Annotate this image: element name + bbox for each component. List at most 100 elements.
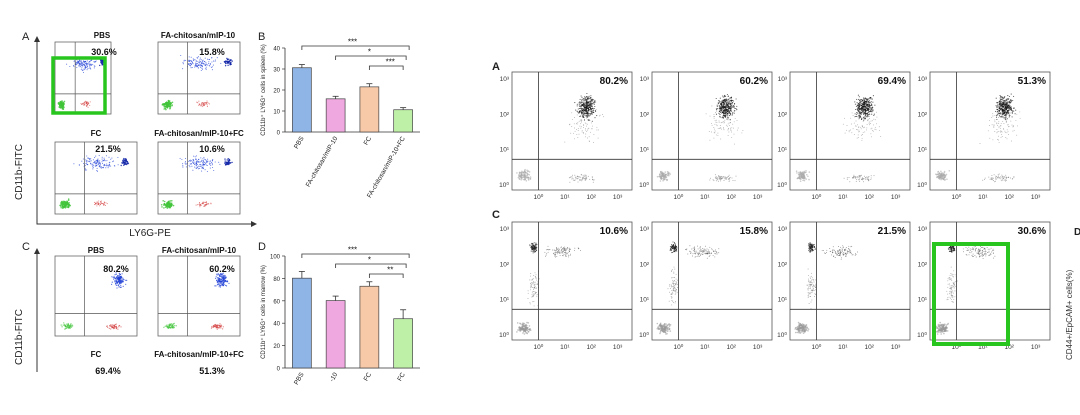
x-tick-label: 10² <box>864 344 874 351</box>
x-tick-label: 10¹ <box>560 194 570 201</box>
green-population <box>58 100 66 110</box>
y-tick-label: 10¹ <box>918 297 928 304</box>
bar <box>394 319 413 368</box>
y-tick-label: 10⁰ <box>777 331 787 339</box>
plot-frame <box>652 222 772 340</box>
y-tick-label: 10² <box>918 111 928 118</box>
panel-c-letter: C <box>22 241 30 253</box>
panel-a-letter: A <box>22 31 30 43</box>
significance-marker: *** <box>386 58 395 67</box>
y-tick-label: 10⁰ <box>917 331 927 339</box>
x-tick-label: 10⁰ <box>533 193 543 201</box>
green-population <box>162 100 174 111</box>
bar-y-axis-label: CD11b⁺ LY6G⁺ cells in spleen (%) <box>260 44 267 135</box>
panel-a-plot-title-pbs: PBS <box>94 31 111 40</box>
bar-y-axis-label: CD11b⁺ LY6G⁺ cells in marrow (%) <box>260 265 267 359</box>
bar-y-tick-label: 60 <box>273 299 280 305</box>
x-tick-label: 10⁰ <box>811 193 821 201</box>
x-tick-label: 10¹ <box>838 194 848 201</box>
x-tick-label: 10⁰ <box>811 343 821 351</box>
x-tick-label: 10¹ <box>700 194 710 201</box>
panel-c-plot-title-mip10-fc: FA-chitosan/mIP-10+FC <box>154 350 244 359</box>
panel-a-plot-pbs: PBS 30.6% <box>53 31 117 114</box>
y-tick-label: 10¹ <box>640 297 650 304</box>
y-tick-label: 10³ <box>918 226 928 233</box>
panel-c-percent-mip10: 60.2% <box>209 264 235 274</box>
y-tick-label: 10² <box>778 111 788 118</box>
x-tick-label: 10¹ <box>700 344 710 351</box>
bar <box>292 278 311 368</box>
quadrant-percent: 80.2% <box>600 76 628 87</box>
x-tick-label: 10² <box>1004 194 1014 201</box>
y-tick-label: 10³ <box>640 226 650 233</box>
y-tick-label: 10⁰ <box>917 181 927 189</box>
panel-a-plot-fc: FC 21.5% <box>55 129 137 214</box>
panel-c-percent-pbs: 80.2% <box>103 264 129 274</box>
panel-a-plot-title-mip10-fc: FA-chitosan/mIP-10+FC <box>154 129 244 138</box>
y-tick-label: 10¹ <box>778 297 788 304</box>
y-tick-label: 10⁰ <box>639 331 649 339</box>
panel-a-plot-title-mip10: FA-chitosan/mIP-10 <box>161 31 236 40</box>
y-tick-label: 10¹ <box>640 147 650 154</box>
bar-y-tick-label: 40 <box>273 47 280 53</box>
panel-c-y-arrow-icon <box>34 248 40 254</box>
bar-category-label: FA-chitosan/mIP-10+FC <box>366 135 407 199</box>
bar-y-tick-label: 10 <box>273 110 280 116</box>
panel-d-letter: D <box>258 241 266 253</box>
green-population <box>161 200 174 209</box>
x-tick-label: 10³ <box>753 194 763 201</box>
panel-a-x-axis-label: LY6G-PE <box>129 228 171 239</box>
x-tick-label: 10¹ <box>560 344 570 351</box>
x-tick-label: 10⁰ <box>673 343 683 351</box>
y-tick-label: 10³ <box>640 76 650 83</box>
bar <box>360 286 379 368</box>
bar <box>360 87 379 132</box>
y-tick-label: 10² <box>918 261 928 268</box>
bar-y-tick-label: 80 <box>273 277 280 283</box>
y-tick-label: 10² <box>500 261 510 268</box>
x-tick-label: 10³ <box>613 194 623 201</box>
significance-bracket <box>302 254 409 258</box>
panel-c-plot-pbs: PBS 80.2% <box>55 246 137 336</box>
quadrant-percent: 30.6% <box>1018 226 1046 237</box>
x-tick-label: 10² <box>586 344 596 351</box>
y-tick-label: 10⁰ <box>499 331 509 339</box>
significance-bracket <box>369 274 403 278</box>
y-tick-label: 10² <box>640 261 650 268</box>
x-tick-label: 10² <box>726 344 736 351</box>
bar <box>394 110 413 132</box>
green-population <box>61 322 74 330</box>
green-population <box>59 198 71 209</box>
right-panel-c-letter: C <box>492 209 500 221</box>
y-tick-label: 10³ <box>500 226 510 233</box>
blue-population <box>180 155 221 172</box>
y-tick-label: 10⁰ <box>639 181 649 189</box>
y-tick-label: 10³ <box>778 226 788 233</box>
blue-population <box>73 155 118 172</box>
red-population <box>80 101 90 108</box>
x-tick-label: 10³ <box>753 344 763 351</box>
bar-y-tick-label: 20 <box>273 89 280 95</box>
bar-y-tick-label: 0 <box>277 131 281 137</box>
red-population <box>196 201 212 207</box>
quadrant-percent: 10.6% <box>600 226 628 237</box>
significance-marker: ** <box>387 266 393 275</box>
bar <box>292 68 311 132</box>
panel-a-percent-mip10: 15.8% <box>199 47 225 57</box>
panel-a-y-arrow-icon <box>34 36 40 42</box>
panel-c-plot-title-fc: FC <box>91 350 102 359</box>
bar-category-label: PBS <box>293 371 306 386</box>
panel-a-plot-mip10: FA-chitosan/mIP-10 15.8% <box>158 31 240 114</box>
panel-a-y-axis-label: CD11b-FITC <box>14 144 25 200</box>
blue-population <box>214 273 229 288</box>
panel-c-percent-mip10-fc: 51.3% <box>199 366 225 376</box>
x-tick-label: 10² <box>726 194 736 201</box>
